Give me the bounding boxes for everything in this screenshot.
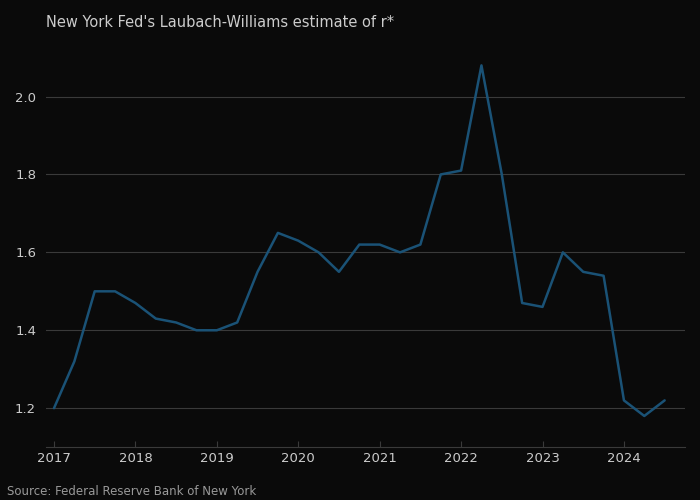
Text: New York Fed's Laubach-Williams estimate of r*: New York Fed's Laubach-Williams estimate… bbox=[46, 15, 394, 30]
Text: Source: Federal Reserve Bank of New York: Source: Federal Reserve Bank of New York bbox=[7, 485, 256, 498]
